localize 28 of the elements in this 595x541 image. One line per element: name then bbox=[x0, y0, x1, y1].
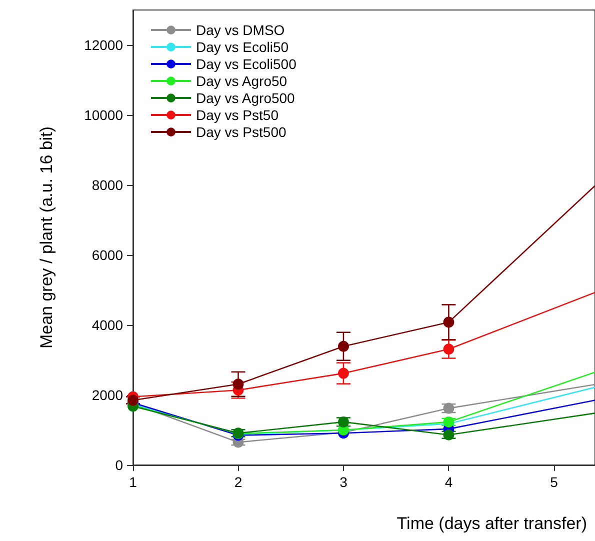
x-tick-label: 5 bbox=[550, 474, 558, 490]
point bbox=[128, 394, 138, 406]
x-tick-label: 3 bbox=[340, 474, 348, 490]
legend-label: Day vs Pst500 bbox=[196, 124, 286, 140]
y-tick-label: 12000 bbox=[84, 37, 124, 53]
legend-label: Day vs Agro500 bbox=[196, 90, 296, 106]
y-tick-label: 4000 bbox=[92, 317, 124, 333]
legend-label: Day vs Agro50 bbox=[196, 73, 288, 89]
point bbox=[338, 416, 349, 428]
x-axis-title: Time (days after transfer) bbox=[396, 514, 588, 533]
y-axis-title: Mean grey / plant (a.u. 16 bit) bbox=[37, 126, 56, 349]
point bbox=[443, 316, 454, 328]
point bbox=[338, 368, 349, 379]
y-tick-label: 6000 bbox=[92, 247, 124, 263]
x-tick-label: 1 bbox=[129, 474, 138, 490]
x-tick-label: 2 bbox=[234, 474, 242, 490]
y-tick-label: 0 bbox=[115, 457, 124, 473]
legend-label: Day vs Ecoli50 bbox=[196, 39, 289, 55]
point bbox=[232, 378, 244, 390]
point bbox=[338, 340, 349, 352]
y-tick-label: 8000 bbox=[92, 177, 124, 193]
y-tick-label: 10000 bbox=[84, 107, 124, 123]
point bbox=[443, 344, 454, 355]
y-tick-label: 2000 bbox=[92, 387, 124, 403]
legend-label: Day vs Pst50 bbox=[196, 107, 279, 123]
x-tick-label: 4 bbox=[444, 474, 453, 490]
legend-label: Day vs Ecoli500 bbox=[196, 56, 297, 72]
legend-label: Day vs DMSO bbox=[196, 22, 285, 38]
